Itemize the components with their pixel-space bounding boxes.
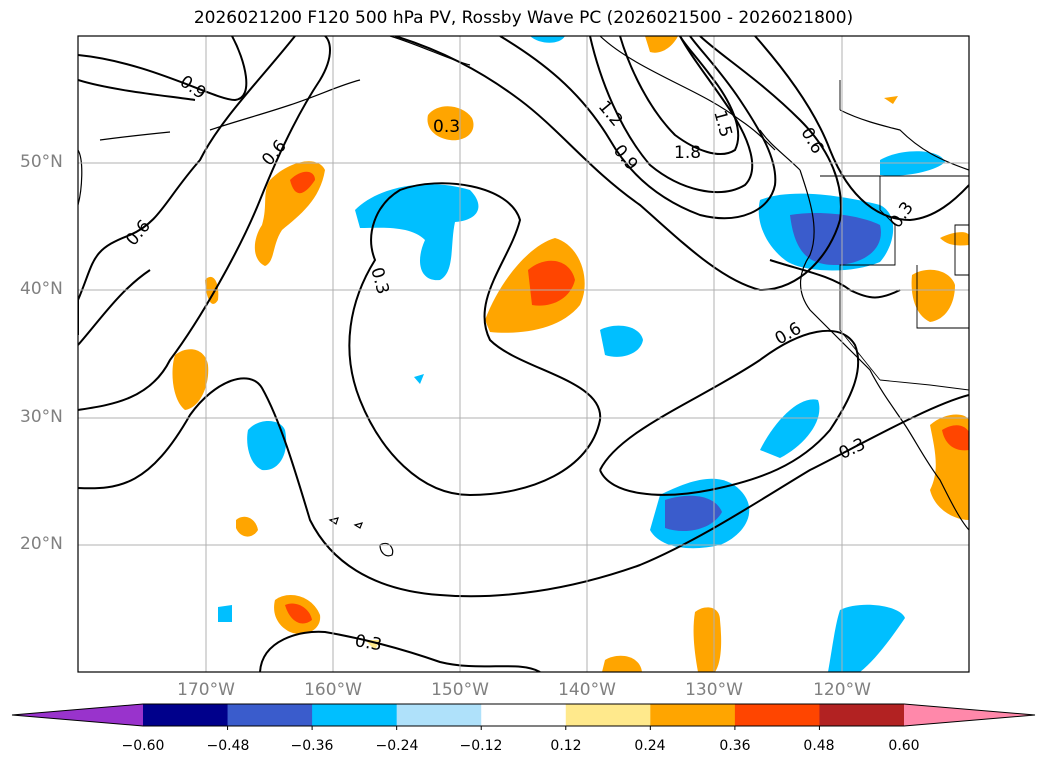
borders xyxy=(820,80,969,391)
colorbar-swatch xyxy=(227,704,313,726)
negative-anomaly xyxy=(218,36,945,672)
colorbar-extend-min xyxy=(12,704,143,726)
coastlines xyxy=(78,36,969,557)
lon-label: 120°W xyxy=(813,680,871,700)
lat-label: 40°N xyxy=(20,279,63,299)
colorbar-tick-label: −0.36 xyxy=(290,738,334,754)
lon-label: 150°W xyxy=(431,680,489,700)
gridlines xyxy=(78,36,969,672)
contour-label: 1.8 xyxy=(674,143,701,163)
colorbar-swatch xyxy=(734,704,820,726)
colorbar-tick-label: 0.60 xyxy=(888,738,920,754)
colorbar-tick-label: 0.36 xyxy=(719,738,751,754)
colorbar-swatch xyxy=(565,704,651,726)
colorbar-tick-label: −0.24 xyxy=(375,738,419,754)
colorbar-tick-label: −0.60 xyxy=(121,738,165,754)
pv-contours xyxy=(78,36,969,672)
lat-label: 20°N xyxy=(20,534,63,554)
contour-label: 0.3 xyxy=(433,117,460,137)
colorbar-swatch xyxy=(650,704,736,726)
colorbar-tick-label: −0.12 xyxy=(459,738,503,754)
map-background xyxy=(78,36,969,672)
map-title: 2026021200 F120 500 hPa PV, Rossby Wave … xyxy=(193,8,854,28)
colorbar-swatch xyxy=(396,704,482,726)
lon-label: 170°W xyxy=(177,680,235,700)
colorbar-extend-max xyxy=(904,704,1035,726)
colorbar-tick-label: 0.24 xyxy=(634,738,666,754)
colorbar-tick-label: 0.48 xyxy=(803,738,835,754)
lat-label: 50°N xyxy=(20,152,63,172)
colorbar-swatch xyxy=(143,704,229,726)
contour-label: 0.3 xyxy=(353,631,383,655)
map-frame xyxy=(77,35,970,673)
colorbar-tick-label: −0.48 xyxy=(206,738,250,754)
colorbar xyxy=(11,703,1036,730)
colorbar-outline xyxy=(11,703,1036,727)
colorbar-swatch xyxy=(819,704,905,726)
lon-label: 160°W xyxy=(304,680,362,700)
lon-label: 130°W xyxy=(685,680,743,700)
colorbar-swatch xyxy=(481,704,567,726)
lon-label: 140°W xyxy=(558,680,616,700)
lat-label: 30°N xyxy=(20,407,63,427)
colorbar-tick-label: 0.12 xyxy=(550,738,582,754)
colorbar-swatch xyxy=(312,704,398,726)
positive-anomaly xyxy=(172,36,969,672)
anomaly-shading xyxy=(172,36,969,672)
